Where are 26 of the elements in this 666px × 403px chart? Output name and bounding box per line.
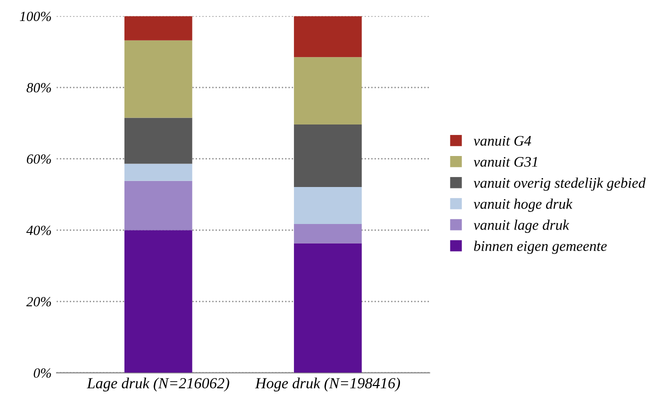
bar bbox=[294, 57, 362, 125]
y-tick-label: 40% bbox=[26, 226, 51, 236]
bar bbox=[294, 124, 362, 187]
legend-label: vanuit G4 bbox=[474, 136, 532, 146]
legend-label: binnen eigen gemeente bbox=[474, 240, 607, 254]
y-tick-label: 100% bbox=[20, 12, 51, 22]
bar bbox=[294, 243, 362, 373]
y-tick-label: 60% bbox=[26, 154, 51, 164]
y-tick-label: 80% bbox=[26, 83, 51, 92]
bar bbox=[124, 16, 192, 40]
bar bbox=[294, 16, 362, 58]
bar bbox=[124, 230, 192, 373]
y-tick-label: 20% bbox=[26, 297, 51, 306]
bar bbox=[124, 164, 192, 181]
bar bbox=[124, 180, 192, 230]
bar bbox=[294, 186, 362, 224]
bar bbox=[124, 40, 192, 118]
legend-label: vanuit hoge druk bbox=[474, 198, 573, 212]
x-tick-label: Lage druk (N=216062) bbox=[86, 378, 230, 392]
x-tick-label: Hoge druk (N=198416) bbox=[255, 378, 400, 392]
legend-label: vanuit overig stedelijk gebied bbox=[474, 178, 646, 191]
bar bbox=[124, 118, 192, 164]
bar bbox=[294, 224, 362, 244]
y-tick-label: 0% bbox=[34, 368, 51, 378]
legend-label: vanuit lage druk bbox=[474, 220, 570, 233]
legend-label: vanuit G31 bbox=[474, 156, 538, 167]
